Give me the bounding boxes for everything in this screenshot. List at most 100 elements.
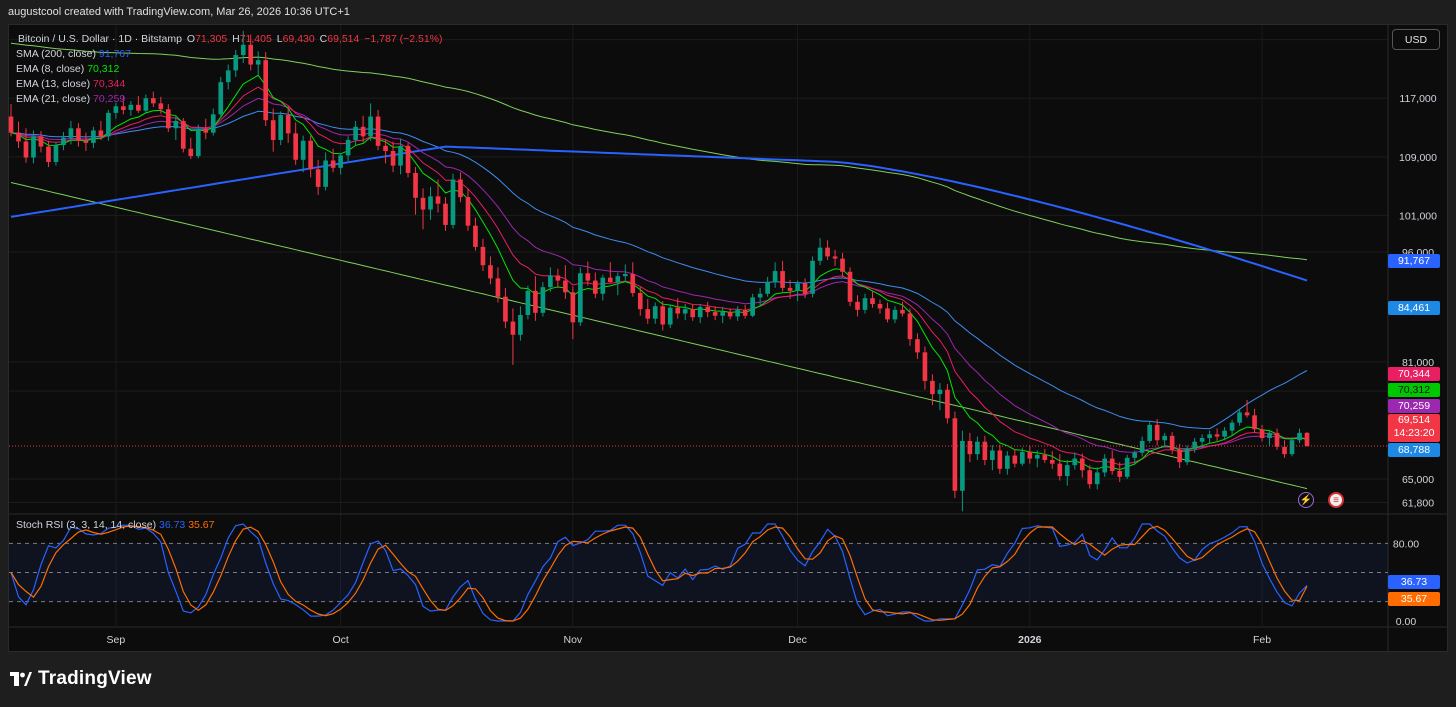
candle-body <box>203 128 209 133</box>
candle <box>46 140 51 168</box>
time-tick-label: Feb <box>1253 634 1271 646</box>
candle <box>727 308 733 320</box>
sma200-price-tag: 91,767 <box>1388 254 1440 268</box>
candle <box>345 136 351 162</box>
candle-body <box>862 298 868 310</box>
candle-body <box>323 160 328 187</box>
grid-layer <box>9 25 1447 651</box>
tradingview-logo-icon <box>10 672 32 686</box>
candle <box>1109 450 1115 475</box>
candle-body <box>667 307 673 325</box>
candle <box>825 240 830 261</box>
candle <box>270 108 276 152</box>
candle-body <box>548 275 553 288</box>
time-tick-label: Dec <box>788 634 807 646</box>
chart-area[interactable] <box>8 24 1448 652</box>
candle-body <box>1005 455 1010 469</box>
candle-body <box>630 273 636 294</box>
candle <box>38 131 44 153</box>
candle <box>1199 434 1205 449</box>
price-tick-label: 81,000 <box>1402 357 1434 369</box>
us-flag-icon[interactable]: ≡ <box>1328 492 1344 508</box>
low-label: L <box>276 33 283 45</box>
candle-body <box>1162 435 1167 441</box>
candle <box>765 276 770 297</box>
candle <box>637 287 643 316</box>
candle-body <box>952 418 958 491</box>
candle <box>233 49 239 77</box>
indicator-label: SMA (200, close) <box>16 48 96 60</box>
candle <box>1252 408 1257 433</box>
candle-body <box>1229 422 1235 431</box>
candle <box>1192 438 1197 453</box>
candle-body <box>353 126 358 140</box>
candle-body <box>982 441 988 461</box>
candle-body <box>1222 430 1227 437</box>
candle <box>975 436 980 461</box>
candle-body <box>255 60 261 65</box>
candle <box>1034 450 1040 468</box>
candle <box>548 267 553 292</box>
candle <box>210 108 216 136</box>
candle-body <box>270 120 276 140</box>
candle <box>817 238 823 266</box>
candle-body <box>225 70 231 83</box>
legend-row-ema21[interactable]: EMA (21, close) 70,259 <box>16 92 443 107</box>
legend-row-ema13[interactable]: EMA (13, close) 70,344 <box>16 77 443 92</box>
candle-body <box>293 133 298 160</box>
candle-body <box>405 145 411 173</box>
candle <box>787 279 793 299</box>
chart-legend: Bitcoin / U.S. Dollar · 1D · Bitstamp O7… <box>16 32 443 107</box>
currency-button[interactable]: USD <box>1392 29 1440 50</box>
candle <box>533 276 538 321</box>
candle <box>1214 428 1220 441</box>
candle <box>952 411 958 499</box>
legend-row-ema8[interactable]: EMA (8, close) 70,312 <box>16 62 443 77</box>
candle-body <box>158 103 164 110</box>
candle <box>1102 454 1108 477</box>
candle-body <box>840 258 845 272</box>
candle-body <box>1132 452 1138 458</box>
candle-body <box>1042 454 1048 461</box>
candle <box>525 285 531 320</box>
candle <box>615 272 621 296</box>
candle <box>151 91 156 108</box>
candle-body <box>1289 440 1295 455</box>
candle <box>870 291 875 308</box>
candle <box>1184 445 1190 466</box>
candle-body <box>900 309 905 314</box>
candle <box>967 432 973 463</box>
candle <box>862 293 868 314</box>
candle <box>578 267 583 326</box>
stoch-rsi-legend[interactable]: Stoch RSI (3, 3, 14, 14, close) 36.73 35… <box>16 519 214 531</box>
candle <box>315 159 321 195</box>
candle-body <box>248 44 254 65</box>
candle-body <box>1192 441 1197 450</box>
candle-body <box>128 104 134 110</box>
candle <box>780 260 785 292</box>
candle <box>555 268 561 288</box>
candle <box>900 301 905 317</box>
candle <box>68 120 74 145</box>
candle-body <box>473 225 478 247</box>
sma200-line <box>10 145 1308 282</box>
candle <box>353 120 358 146</box>
tradingview-logo[interactable]: TradingView <box>10 668 152 690</box>
legend-row-sma200[interactable]: SMA (200, close) 91,767 <box>16 47 443 62</box>
candle <box>91 126 96 149</box>
candle-body <box>825 247 830 257</box>
last-price-value: 69,514 <box>1397 414 1431 426</box>
candle-body <box>488 265 493 279</box>
symbol-legend-row[interactable]: Bitcoin / U.S. Dollar · 1D · Bitstamp O7… <box>16 32 443 47</box>
candle-body <box>121 106 126 110</box>
candle <box>1274 428 1280 450</box>
lightning-icon[interactable]: ⚡ <box>1298 492 1314 508</box>
candle <box>570 286 576 340</box>
candle-body <box>855 301 860 310</box>
candle <box>600 274 606 301</box>
candle-body <box>330 160 336 168</box>
candle-body <box>750 297 755 316</box>
candle-body <box>61 137 66 146</box>
candle <box>1259 424 1265 442</box>
